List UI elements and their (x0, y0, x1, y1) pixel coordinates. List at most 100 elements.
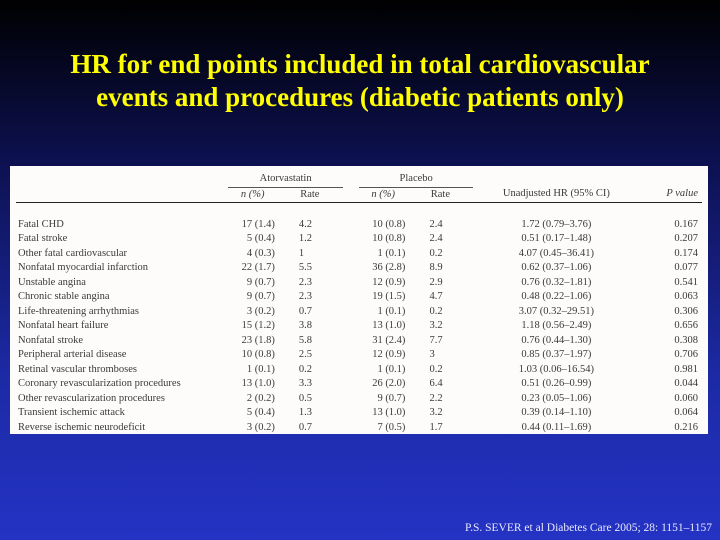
atorvastatin-n-cell: 15 (1.2) (241, 320, 275, 331)
placebo-rate-cell: 2.2 (429, 392, 443, 404)
atorvastatin-n-cell: 10 (0.8) (241, 349, 275, 360)
placebo-rate-header: Rate (407, 187, 474, 203)
hazard-ratio-cell: 0.48 (0.22–1.06) (521, 291, 592, 302)
atorvastatin-n-cell: 4 (0.3) (246, 247, 275, 259)
hazard-ratio-header: Unadjusted HR (95% CI) (473, 187, 640, 203)
hazard-ratio-cell: 0.76 (0.44–1.30) (521, 334, 592, 346)
placebo-n-cell: 1 (0.1) (377, 305, 406, 317)
atorvastatin-rate-cell: 3.3 (298, 378, 313, 389)
table-row: Fatal stroke 5 (0.4) 1.2 10 (0.8) 2.4 0.51 (0… (16, 232, 702, 247)
atorvastatin-n-cell: 22 (1.7) (241, 262, 275, 273)
endpoint-cell: Nonfatal heart failure (18, 320, 109, 331)
placebo-rate-cell: 8.9 (429, 262, 443, 273)
endpoint-cell: Other revascularization procedures (18, 392, 165, 404)
hazard-ratio-cell: 1.03 (0.06–16.54) (518, 363, 595, 375)
atorvastatin-rate-cell: 2.5 (298, 349, 313, 360)
slide-title: HR for end points included in total card… (0, 48, 720, 114)
slide-title-line-2: events and procedures (diabetic patients… (96, 82, 624, 112)
endpoint-cell: Nonfatal myocardial infarction (18, 262, 149, 273)
endpoint-cell: Coronary revascularization procedures (18, 378, 181, 389)
atorvastatin-rate-cell: 1.3 (298, 407, 313, 418)
atorvastatin-rate-cell: 3.8 (298, 320, 313, 331)
endpoint-cell: Chronic stable angina (18, 291, 110, 302)
placebo-rate-cell: 0.2 (429, 247, 443, 259)
p-value-header: P value (639, 187, 702, 203)
results-table: Atorvastatin Placebo n (%) Rate n (%) Ra… (16, 172, 702, 435)
p-value-cell: 0.063 (674, 291, 698, 302)
endpoint-cell: Transient ischemic attack (18, 407, 125, 418)
p-value-cell: 0.656 (674, 320, 698, 331)
p-value-cell: 0.064 (674, 407, 698, 418)
table-row: Other fatal cardiovascular 4 (0.3) 1 1 (0.1… (16, 247, 702, 262)
endpoint-cell: Life-threatening arrhythmias (18, 305, 139, 317)
table-row: Transient ischemic attack 5 (0.4) 1.3 13 (1… (16, 406, 702, 421)
p-value-cell: 0.308 (674, 334, 698, 346)
endpoint-cell: Nonfatal stroke (18, 334, 84, 346)
table-row: Unstable angina 9 (0.7) 2.3 12 (0.9) 2.9 0.76… (16, 276, 702, 291)
p-value-cell: 0.207 (674, 233, 698, 244)
p-value-cell: 0.077 (674, 262, 698, 273)
placebo-n-cell: 1 (0.1) (377, 363, 406, 375)
atorvastatin-n-header: n (%) (228, 187, 277, 203)
atorvastatin-rate-cell: 2.3 (298, 276, 313, 288)
table-row: Life-threatening arrhythmias 3 (0.2) 0.7 1 … (16, 305, 702, 320)
endpoint-cell: Fatal stroke (18, 233, 68, 244)
placebo-n-header: n (%) (359, 187, 408, 203)
table-row: Nonfatal stroke 23 (1.8) 5.8 31 (2.4) 7.7 0.7… (16, 334, 702, 349)
atorvastatin-n-cell: 2 (0.2) (246, 392, 275, 404)
results-table-body: Fatal CHD 17 (1.4) 4.2 10 (0.8) 2.4 1.72 (0.7… (16, 203, 702, 436)
atorvastatin-rate-cell: 1 (298, 247, 305, 259)
p-value-cell: 0.216 (674, 421, 698, 433)
p-value-cell: 0.060 (674, 392, 698, 404)
p-value-cell: 0.174 (674, 247, 698, 259)
atorvastatin-n-cell: 3 (0.2) (246, 305, 275, 317)
table-row: Fatal CHD 17 (1.4) 4.2 10 (0.8) 2.4 1.72 (0.7… (16, 218, 702, 233)
placebo-n-cell: 19 (1.5) (372, 291, 406, 302)
hazard-ratio-cell: 0.39 (0.14–1.10) (521, 407, 592, 418)
group-header-row: Atorvastatin Placebo (16, 172, 702, 188)
placebo-n-cell: 12 (0.9) (372, 276, 406, 288)
placebo-n-cell: 36 (2.8) (372, 262, 406, 273)
p-value-cell: 0.044 (674, 378, 698, 389)
source-citation: P.S. SEVER et al Diabetes Care 2005; 28:… (464, 522, 712, 534)
hazard-ratio-cell: 0.62 (0.37–1.06) (521, 262, 592, 273)
hazard-ratio-cell: 3.07 (0.32–29.51) (518, 305, 595, 317)
p-value-cell: 0.981 (674, 363, 698, 375)
placebo-rate-cell: 3 (429, 349, 435, 360)
hazard-ratio-cell: 4.07 (0.45–36.41) (518, 247, 595, 259)
placebo-n-cell: 13 (1.0) (372, 320, 406, 331)
placebo-rate-cell: 1.7 (429, 421, 443, 433)
hazard-ratio-cell: 1.72 (0.79–3.76) (521, 218, 592, 230)
table-row: Nonfatal heart failure 15 (1.2) 3.8 13 (1.0… (16, 319, 702, 334)
placebo-rate-cell: 0.2 (429, 363, 443, 375)
column-header-row: n (%) Rate n (%) Rate Unadjusted HR (95%… (16, 187, 702, 203)
atorvastatin-rate-cell: 0.7 (298, 421, 313, 433)
hazard-ratio-cell: 1.18 (0.56–2.49) (521, 320, 592, 331)
header-gap-row (16, 203, 702, 218)
hazard-ratio-cell: 0.76 (0.32–1.81) (521, 276, 592, 288)
placebo-group-header: Placebo (359, 172, 474, 188)
placebo-n-cell: 10 (0.8) (372, 218, 406, 230)
placebo-rate-cell: 2.4 (429, 233, 443, 244)
endpoint-cell: Unstable angina (18, 276, 86, 288)
results-table-panel: Atorvastatin Placebo n (%) Rate n (%) Ra… (10, 166, 708, 434)
p-value-cell: 0.167 (674, 218, 698, 230)
atorvastatin-n-cell: 5 (0.4) (246, 233, 275, 244)
p-value-cell: 0.306 (674, 305, 698, 317)
hazard-ratio-cell: 0.23 (0.05–1.06) (521, 392, 592, 404)
placebo-rate-cell: 2.9 (429, 276, 443, 288)
table-row: Nonfatal myocardial infarction 22 (1.7) 5.… (16, 261, 702, 276)
atorvastatin-n-cell: 9 (0.7) (246, 291, 275, 302)
hazard-ratio-cell: 0.51 (0.26–0.99) (521, 378, 592, 389)
atorvastatin-n-cell: 3 (0.2) (246, 421, 275, 433)
slide-title-line-1: HR for end points included in total card… (70, 49, 650, 79)
placebo-n-cell: 13 (1.0) (372, 407, 406, 418)
placebo-rate-cell: 7.7 (429, 334, 443, 346)
table-row: Chronic stable angina 9 (0.7) 2.3 19 (1.5) 4… (16, 290, 702, 305)
placebo-rate-cell: 4.7 (429, 291, 443, 302)
atorvastatin-rate-cell: 1.2 (298, 233, 313, 244)
atorvastatin-rate-cell: 0.5 (298, 392, 313, 404)
atorvastatin-n-cell: 5 (0.4) (246, 407, 275, 418)
p-value-cell: 0.706 (674, 349, 698, 360)
p-value-cell: 0.541 (674, 276, 698, 288)
